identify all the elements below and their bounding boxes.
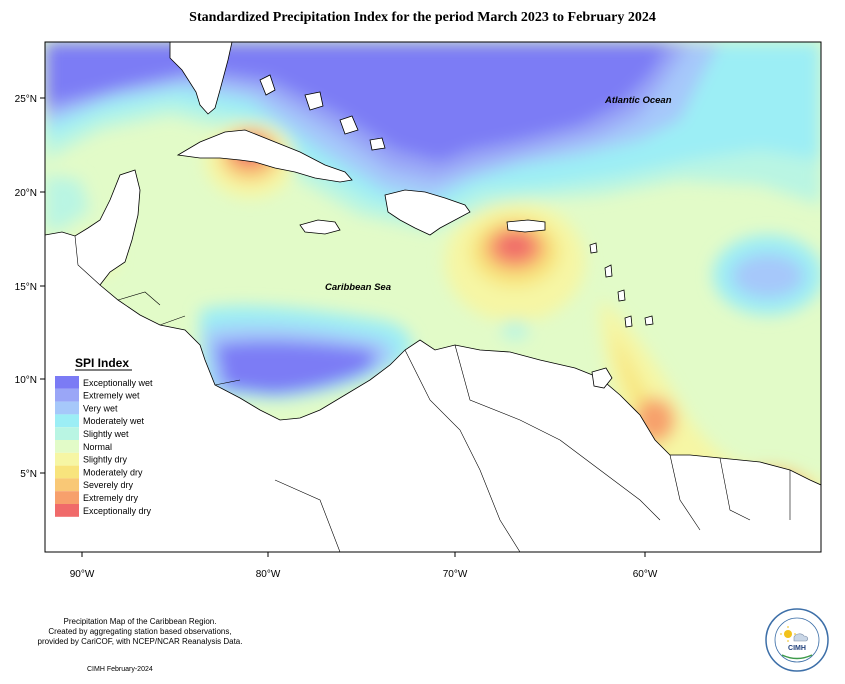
legend-label: Moderately dry [83, 467, 143, 477]
legend-label: Extremely wet [83, 391, 140, 401]
lon-tick-label: 90°W [70, 569, 95, 580]
legend-swatch [55, 401, 79, 415]
atlantic-ocean-label: Atlantic Ocean [604, 95, 672, 106]
lat-tick-label: 10°N [15, 375, 37, 386]
lon-tick-label: 80°W [256, 569, 281, 580]
latitude-axis: 25°N 20°N 15°N 10°N 5°N [15, 94, 45, 480]
legend-label: Slightly dry [83, 455, 128, 465]
legend-swatch [55, 414, 79, 428]
lon-tick-label: 60°W [633, 569, 658, 580]
legend-swatch [55, 376, 79, 389]
spi-legend: SPI Index Exceptionally wet Extremely wet… [51, 350, 161, 522]
land-masses [45, 42, 821, 552]
legend-swatch [55, 478, 79, 492]
legend-title: SPI Index [75, 356, 129, 370]
legend-swatch [55, 388, 79, 402]
legend-swatch [55, 440, 79, 453]
footer-line: provided by CariCOF, with NCEP/NCAR Rean… [37, 637, 243, 646]
lat-tick-label: 20°N [15, 188, 37, 199]
map-title: Standardized Precipitation Index for the… [189, 10, 656, 25]
legend-label: Normal [83, 442, 112, 452]
legend-swatch [55, 427, 79, 440]
legend-label: Moderately wet [83, 416, 145, 426]
country-borders [74, 235, 791, 552]
lat-tick-label: 5°N [20, 469, 37, 480]
legend-swatch [55, 452, 79, 466]
longitude-axis: 90°W 80°W 70°W 60°W [70, 552, 658, 580]
legend-label: Slightly wet [83, 429, 129, 439]
footer-credit: CIMH February-2024 [87, 666, 153, 673]
cimh-logo: CIMH [765, 608, 829, 672]
lat-tick-label: 15°N [15, 282, 37, 293]
footer-line: Created by aggregating station based obs… [48, 627, 232, 636]
legend-swatch [55, 491, 79, 504]
map-frame [44, 41, 822, 553]
legend-label: Extremely dry [83, 493, 139, 503]
footer-line: Precipitation Map of the Caribbean Regio… [63, 617, 217, 626]
legend-swatch [55, 504, 79, 517]
legend-label: Exceptionally dry [83, 506, 152, 516]
logo-text: CIMH [788, 645, 806, 652]
lat-tick-label: 25°N [15, 94, 37, 105]
footer-notes: Precipitation Map of the Caribbean Regio… [20, 617, 260, 647]
legend-swatch [55, 465, 79, 479]
caribbean-sea-label: Caribbean Sea [325, 282, 391, 293]
legend-label: Exceptionally wet [83, 378, 153, 388]
legend-label: Severely dry [83, 480, 134, 490]
legend-label: Very wet [83, 403, 118, 413]
lon-tick-label: 70°W [443, 569, 468, 580]
